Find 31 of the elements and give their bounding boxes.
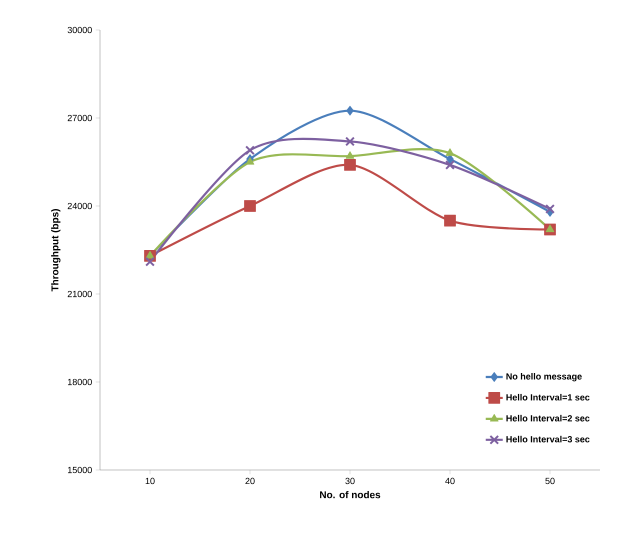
legend-label: Hello Interval=2 sec <box>506 414 590 422</box>
x-tick-label: 50 <box>545 478 555 484</box>
point <box>346 151 354 159</box>
legend-label: Hello Interval=3 sec <box>506 436 590 442</box>
x-tick-label: 30 <box>345 478 355 484</box>
y-tick-label: 15000 <box>68 466 92 474</box>
legend-label: Hello Interval=1 sec <box>506 394 590 401</box>
point <box>446 154 454 164</box>
point <box>244 200 256 212</box>
point <box>445 160 455 170</box>
y-tick-label: 30000 <box>68 26 92 34</box>
x-axis-title: No. of nodes <box>320 490 380 498</box>
y-tick-label: 24000 <box>68 202 92 210</box>
x-tick-label: 40 <box>445 478 455 484</box>
x-tick-label: 20 <box>245 478 255 484</box>
point <box>444 214 456 227</box>
point <box>344 159 356 171</box>
y-tick-label: 27000 <box>68 114 92 122</box>
legend-label: No hello message <box>506 372 582 382</box>
x-tick-label: 10 <box>146 478 155 484</box>
point <box>546 224 554 232</box>
point <box>545 204 555 214</box>
y-tick-label: 21000 <box>68 290 92 298</box>
point <box>245 146 255 155</box>
point <box>345 136 355 146</box>
y-axis-title: Throughput (bps) <box>51 208 60 292</box>
point <box>145 257 155 266</box>
point <box>446 148 454 156</box>
point <box>246 157 254 165</box>
point <box>346 106 354 116</box>
y-tick-label: 18000 <box>68 378 92 386</box>
